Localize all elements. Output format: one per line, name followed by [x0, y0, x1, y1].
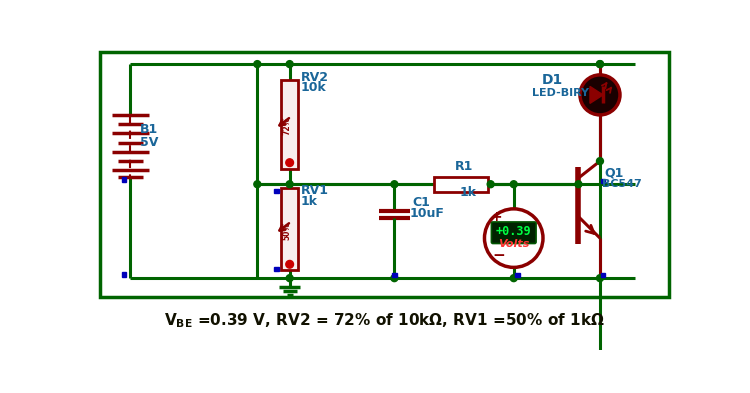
Bar	[434, 176, 488, 192]
Circle shape	[510, 275, 518, 282]
Bar	[601, 179, 605, 184]
Circle shape	[391, 275, 398, 282]
Text: R1: R1	[455, 160, 473, 173]
Circle shape	[391, 181, 398, 188]
Circle shape	[254, 181, 261, 188]
Text: B1: B1	[140, 123, 158, 136]
Text: 72%: 72%	[282, 117, 291, 135]
Text: $\mathbf{V_{BE}}$ =0.39 V, RV2 = 72% of 10kΩ, RV1 =50% of 1kΩ: $\mathbf{V_{BE}}$ =0.39 V, RV2 = 72% of …	[164, 311, 604, 330]
Bar	[601, 273, 605, 277]
Text: 5V: 5V	[140, 136, 158, 149]
Circle shape	[596, 61, 604, 68]
Text: BC547: BC547	[602, 179, 641, 189]
Circle shape	[286, 275, 293, 282]
Circle shape	[596, 61, 604, 68]
Text: 1k: 1k	[301, 195, 317, 208]
Bar	[100, 52, 668, 297]
Circle shape	[286, 181, 293, 188]
FancyBboxPatch shape	[491, 222, 536, 244]
Text: +0.39: +0.39	[496, 226, 532, 239]
Circle shape	[286, 159, 293, 167]
Circle shape	[510, 181, 518, 188]
Text: 50%: 50%	[282, 222, 291, 240]
Circle shape	[580, 75, 620, 115]
Text: −: −	[492, 248, 505, 263]
Polygon shape	[590, 86, 603, 103]
Text: RV1: RV1	[301, 184, 328, 197]
Text: 10k: 10k	[301, 81, 326, 94]
Circle shape	[286, 261, 293, 268]
Text: RV2: RV2	[301, 71, 328, 84]
Bar	[281, 188, 298, 270]
Text: +: +	[490, 210, 502, 224]
Bar	[274, 189, 279, 193]
Text: 1k: 1k	[459, 186, 476, 199]
Text: Volts: Volts	[498, 239, 530, 248]
Text: Q1: Q1	[604, 167, 624, 180]
Bar	[281, 79, 298, 169]
Bar	[515, 273, 520, 277]
Circle shape	[596, 158, 604, 165]
Text: C1: C1	[413, 196, 430, 209]
Circle shape	[596, 275, 604, 282]
Text: 10uF: 10uF	[410, 207, 445, 220]
Circle shape	[575, 181, 582, 188]
Bar	[392, 273, 397, 277]
Circle shape	[286, 61, 293, 68]
Text: D1: D1	[542, 73, 563, 87]
Circle shape	[484, 209, 543, 267]
Bar	[274, 266, 279, 271]
Bar	[122, 177, 127, 182]
Circle shape	[488, 181, 494, 188]
Circle shape	[254, 61, 261, 68]
Bar	[122, 272, 127, 277]
Text: LED-BIRY: LED-BIRY	[532, 88, 590, 98]
